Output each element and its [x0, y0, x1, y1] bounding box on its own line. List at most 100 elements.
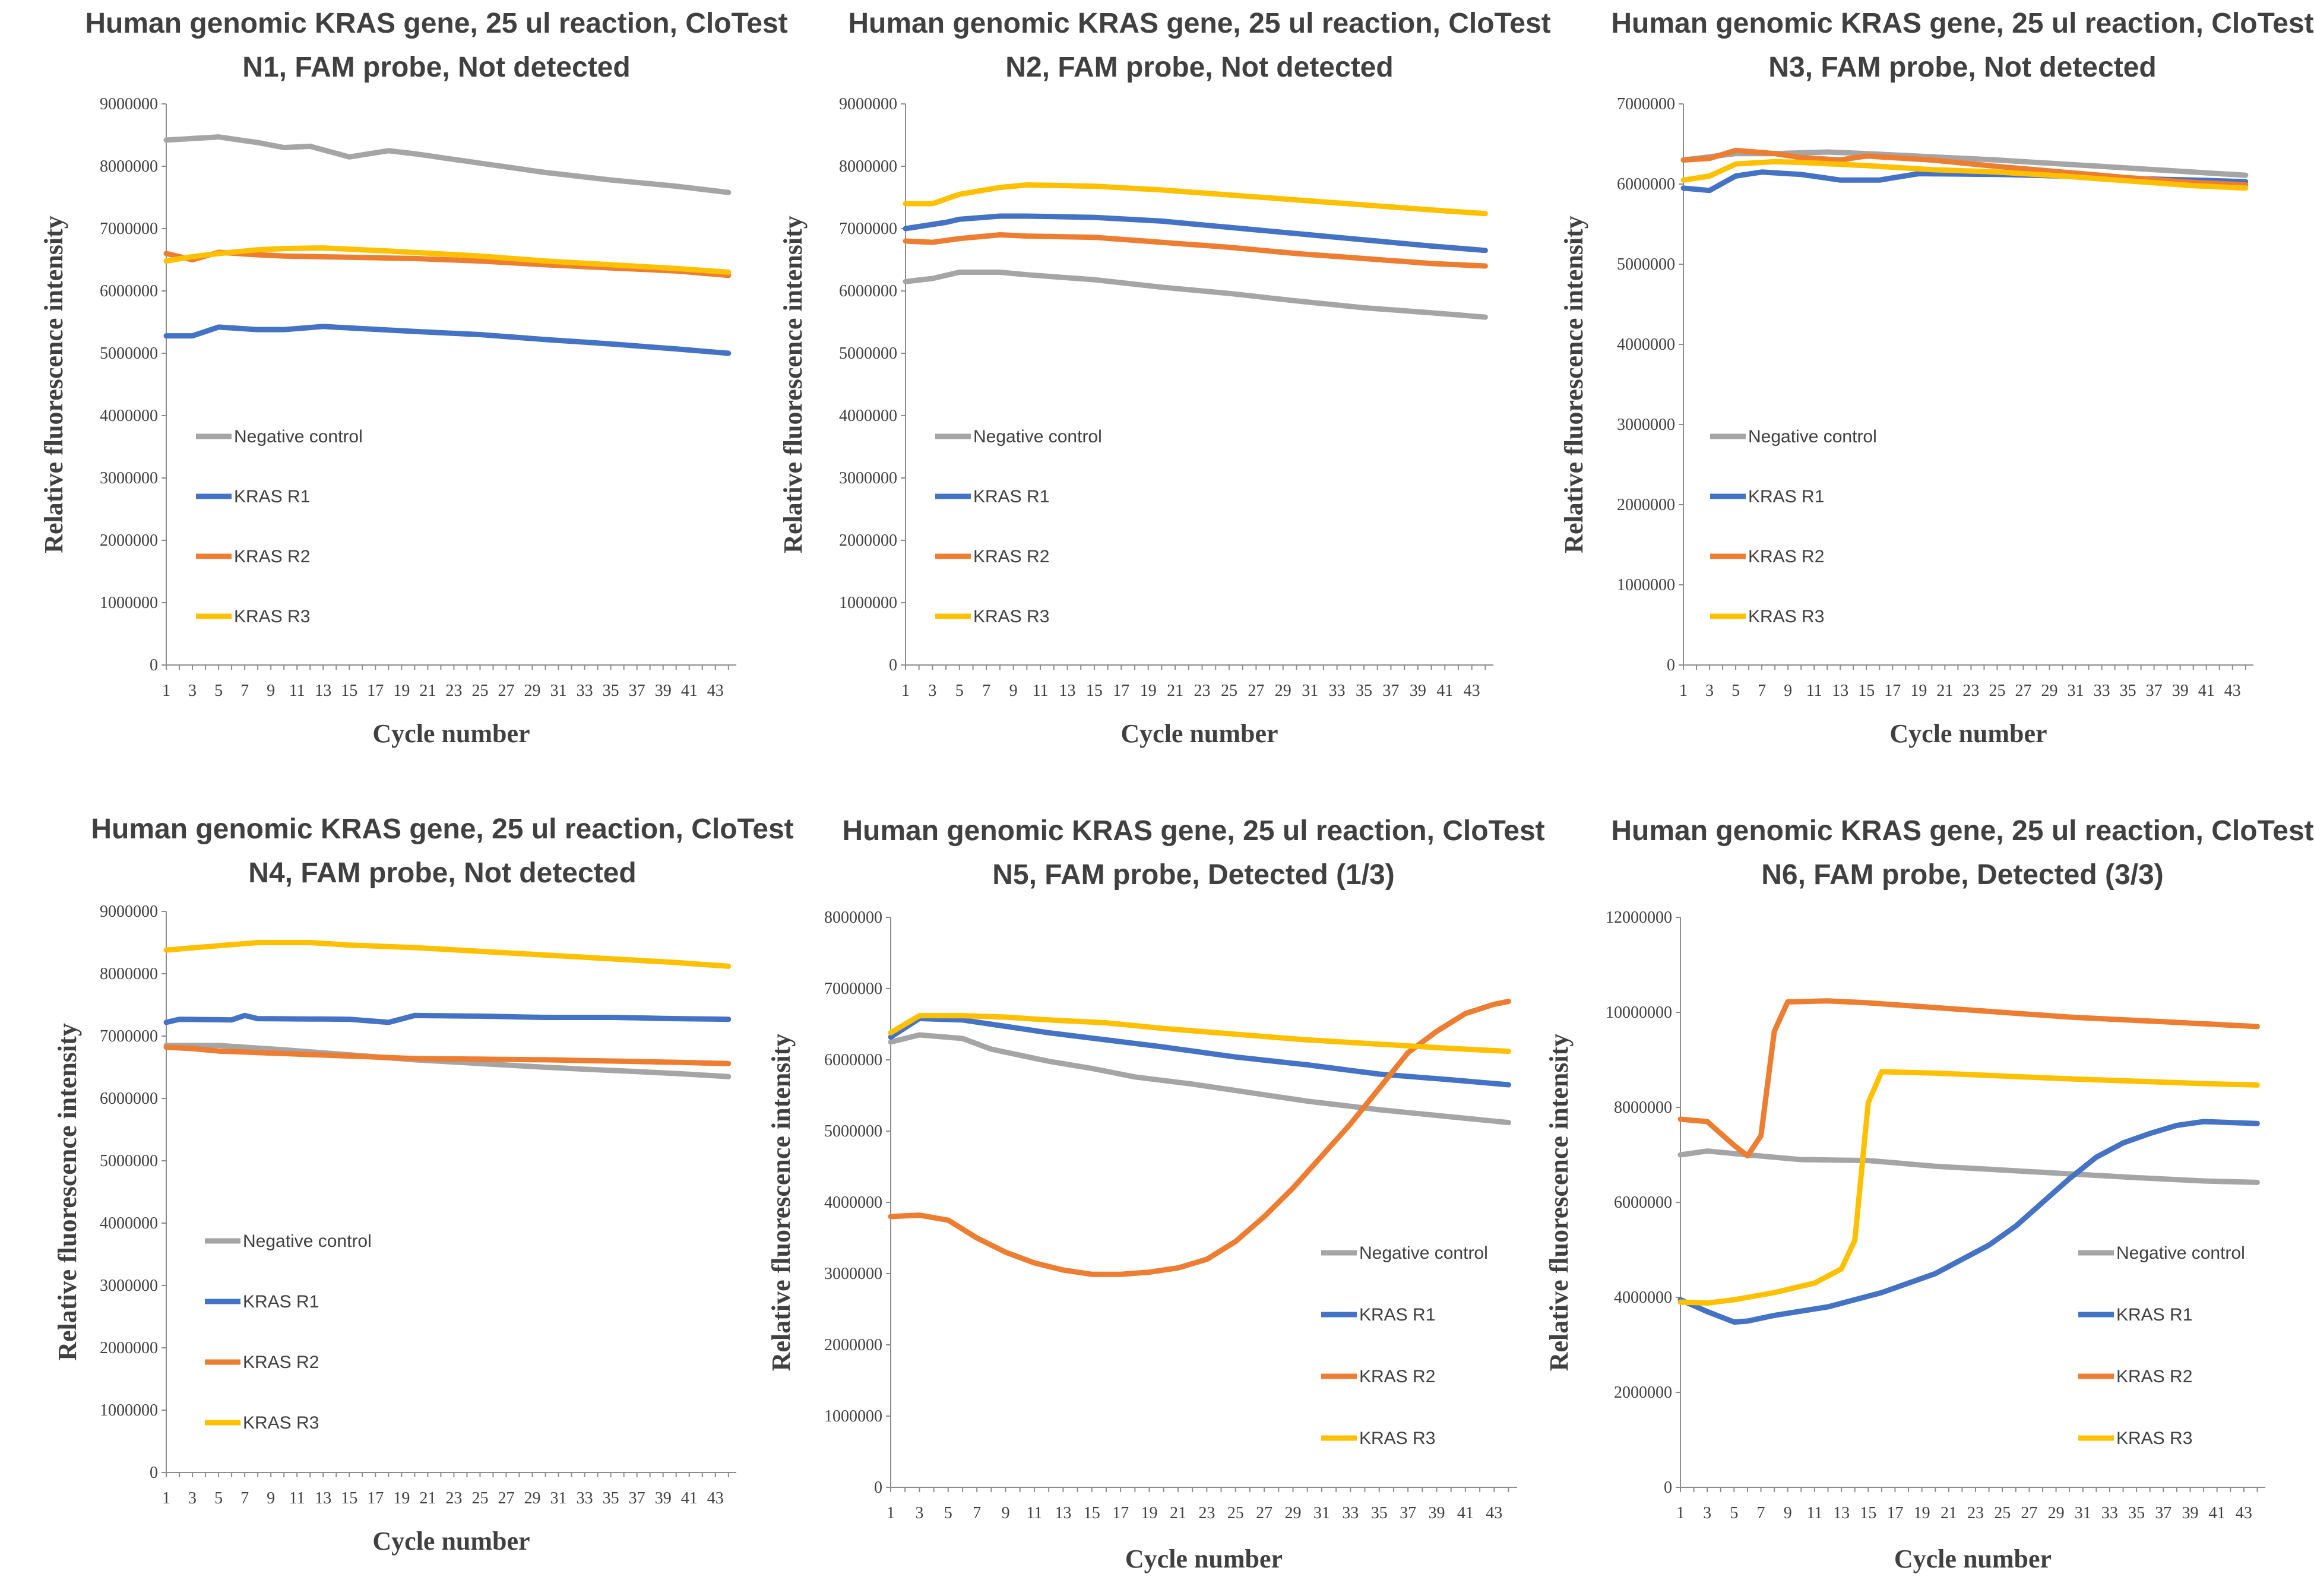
x-axis-title: Cycle number [372, 1527, 530, 1556]
x-tick-label: 21 [419, 682, 436, 700]
chart-title-line: N2, FAM probe, Not detected [1005, 52, 1393, 83]
x-tick-label: 5 [944, 1504, 952, 1522]
y-tick-label: 9000000 [100, 902, 158, 921]
x-tick-label: 1 [1676, 1504, 1685, 1522]
x-tick-label: 23 [445, 682, 462, 700]
x-tick-label: 31 [2068, 682, 2084, 700]
x-tick-label: 25 [471, 682, 488, 700]
y-tick-label: 8000000 [100, 965, 158, 983]
x-tick-label: 25 [1994, 1504, 2011, 1522]
y-tick-label: 4000000 [839, 407, 897, 425]
x-tick-label: 17 [1113, 682, 1129, 700]
y-axis-title: Relative fluorescence intensity [778, 216, 808, 553]
x-tick-label: 13 [1059, 682, 1075, 700]
x-tick-label: 41 [681, 682, 698, 700]
x-tick-label: 29 [2041, 682, 2058, 700]
series-line-kras-r2 [888, 999, 1511, 1277]
legend-label: KRAS R3 [1748, 607, 1824, 626]
x-tick-label: 25 [1221, 682, 1237, 700]
x-axis-title: Cycle number [1125, 1544, 1283, 1573]
x-tick-label: 17 [1884, 682, 1901, 700]
x-tick-label: 3 [188, 1489, 197, 1508]
x-tick-label: 21 [1941, 1504, 1957, 1522]
x-tick-label: 33 [577, 682, 593, 700]
series-line-kras-r3 [1680, 159, 2249, 191]
legend-label: KRAS R3 [2116, 1429, 2192, 1448]
x-tick-label: 11 [1026, 1504, 1042, 1522]
y-tick-label: 2000000 [824, 1336, 882, 1354]
x-tick-label: 33 [2094, 682, 2110, 700]
y-tick-label: 5000000 [839, 344, 897, 363]
x-axis-title: Cycle number [1889, 719, 2047, 748]
x-tick-label: 43 [2224, 682, 2241, 700]
x-tick-label: 21 [1170, 1504, 1186, 1522]
chart-title-line: Human genomic KRAS gene, 25 ul reaction,… [85, 8, 787, 39]
x-tick-label: 43 [707, 682, 724, 700]
chart-title-line: Human genomic KRAS gene, 25 ul reaction,… [1611, 8, 2313, 39]
y-tick-label: 8000000 [824, 908, 882, 927]
x-tick-label: 9 [1784, 682, 1792, 700]
y-tick-label: 7000000 [1617, 95, 1675, 113]
x-tick-label: 15 [1086, 682, 1103, 700]
y-tick-label: 5000000 [824, 1122, 882, 1141]
x-tick-label: 9 [267, 1489, 275, 1508]
y-tick-label: 9000000 [100, 95, 158, 113]
x-tick-label: 9 [1784, 1504, 1792, 1522]
y-tick-label: 4000000 [100, 1214, 158, 1233]
legend-label: KRAS R3 [1359, 1429, 1435, 1448]
x-tick-label: 27 [2015, 682, 2031, 700]
x-tick-label: 39 [1410, 682, 1426, 700]
y-tick-label: 2000000 [100, 1339, 158, 1357]
x-tick-label: 7 [1757, 1504, 1765, 1522]
chart-title-line: Human genomic KRAS gene, 25 ul reaction,… [848, 8, 1550, 39]
legend-label: KRAS R3 [973, 607, 1049, 626]
x-tick-label: 37 [629, 1489, 645, 1508]
y-axis-title: Relative fluorescence intensity [767, 1034, 796, 1372]
x-tick-label: 35 [603, 682, 619, 700]
y-tick-label: 1000000 [100, 594, 158, 612]
legend-label: KRAS R2 [1748, 547, 1824, 566]
legend-label: Negative control [1748, 427, 1877, 446]
x-axis-title: Cycle number [1120, 719, 1278, 748]
x-tick-label: 25 [1227, 1504, 1244, 1522]
x-tick-label: 13 [315, 1489, 331, 1508]
x-tick-label: 41 [2198, 682, 2215, 700]
x-tick-label: 1 [901, 682, 910, 700]
chart-title-line: Human genomic KRAS gene, 25 ul reaction,… [1611, 815, 2313, 847]
legend-label: KRAS R1 [2116, 1305, 2192, 1325]
y-tick-label: 3000000 [1617, 416, 1675, 434]
series-line-kras-r1 [888, 1015, 1511, 1088]
y-tick-label: 2000000 [1617, 496, 1675, 514]
series-line-kras-r1 [163, 1012, 732, 1025]
x-tick-label: 3 [1705, 682, 1714, 700]
series-line-negative-control [888, 1032, 1511, 1126]
y-tick-label: 0 [874, 1478, 882, 1497]
y-tick-label: 9000000 [839, 95, 897, 113]
y-tick-label: 7000000 [100, 220, 158, 238]
y-axis-title: Relative fluorescence intensity [39, 216, 68, 553]
x-tick-label: 3 [915, 1504, 923, 1522]
y-tick-label: 2000000 [839, 531, 897, 550]
x-tick-label: 1 [1679, 682, 1688, 700]
x-tick-label: 23 [1198, 1504, 1215, 1522]
x-tick-label: 31 [550, 1489, 567, 1508]
x-tick-label: 3 [1703, 1504, 1711, 1522]
chart-panel-6: Human genomic KRAS gene, 25 ul reaction,… [1544, 815, 2314, 1573]
y-tick-label: 5000000 [100, 1152, 158, 1170]
y-tick-label: 6000000 [100, 1090, 158, 1108]
x-tick-label: 41 [681, 1489, 698, 1508]
y-tick-label: 4000000 [1614, 1288, 1672, 1307]
x-tick-label: 1 [887, 1504, 895, 1522]
x-tick-label: 21 [419, 1489, 436, 1508]
x-tick-label: 15 [341, 1489, 357, 1508]
x-tick-label: 23 [1194, 682, 1211, 700]
x-tick-label: 27 [498, 682, 514, 700]
y-tick-label: 8000000 [1614, 1098, 1672, 1117]
x-tick-label: 19 [393, 1489, 410, 1508]
x-tick-label: 19 [1914, 1504, 1930, 1522]
x-tick-label: 17 [367, 682, 384, 700]
x-tick-label: 19 [1141, 1504, 1158, 1522]
y-tick-label: 1000000 [824, 1407, 882, 1426]
x-tick-label: 11 [1806, 682, 1822, 700]
x-tick-label: 11 [1033, 682, 1049, 700]
